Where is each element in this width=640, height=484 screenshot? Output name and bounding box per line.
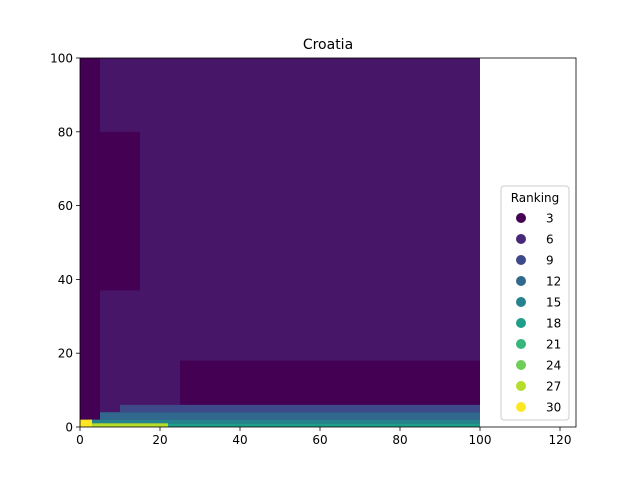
legend-title: Ranking: [511, 191, 560, 205]
legend-marker: [516, 234, 526, 244]
legend-marker: [516, 402, 526, 412]
y-axis: 0 20 40 60 80 100: [50, 52, 80, 435]
legend-marker: [516, 213, 526, 223]
x-tick-label: 20: [152, 433, 167, 447]
legend-label: 18: [546, 317, 561, 331]
legend-label: 27: [546, 380, 561, 394]
legend-label: 9: [546, 254, 554, 268]
legend-label: 15: [546, 296, 561, 310]
chart-title: Croatia: [303, 37, 353, 53]
legend: Ranking 3 6 9 12 15 18 21 24 27 30: [500, 185, 570, 421]
legend-label: 24: [546, 359, 561, 373]
legend-label: 30: [546, 401, 561, 415]
x-tick-label: 120: [549, 433, 572, 447]
legend-marker: [516, 339, 526, 349]
legend-marker: [516, 255, 526, 265]
x-tick-label: 100: [469, 433, 492, 447]
y-tick-label: 40: [58, 273, 73, 287]
x-axis: 0 20 40 60 80 100 120: [76, 427, 571, 447]
plot-frame: [79, 57, 577, 428]
legend-label: 21: [546, 338, 561, 352]
data-region-3: [80, 131, 140, 291]
y-tick-label: 80: [58, 125, 73, 139]
x-tick-label: 0: [76, 433, 84, 447]
legend-marker: [516, 318, 526, 328]
legend-marker: [516, 381, 526, 391]
legend-label: 12: [546, 275, 561, 289]
legend-marker: [516, 297, 526, 307]
x-tick-label: 80: [392, 433, 407, 447]
y-tick-label: 0: [65, 421, 73, 435]
legend-label: 3: [546, 212, 554, 226]
data-region-10: [80, 419, 92, 427]
data-region-6: [100, 412, 480, 420]
legend-marker: [516, 276, 526, 286]
legend-label: 6: [546, 233, 554, 247]
data-region-8: [88, 423, 480, 427]
data-region-4: [180, 360, 480, 405]
x-tick-label: 40: [232, 433, 247, 447]
y-tick-label: 20: [58, 347, 73, 361]
plot-area: [79, 57, 577, 428]
legend-marker: [516, 360, 526, 370]
data-region-9: [80, 423, 168, 427]
data-region-7: [88, 419, 480, 424]
x-tick-label: 60: [312, 433, 327, 447]
y-tick-label: 60: [58, 199, 73, 213]
data-regions: [80, 58, 480, 427]
y-tick-label: 100: [50, 52, 73, 66]
data-region-5: [120, 404, 480, 413]
